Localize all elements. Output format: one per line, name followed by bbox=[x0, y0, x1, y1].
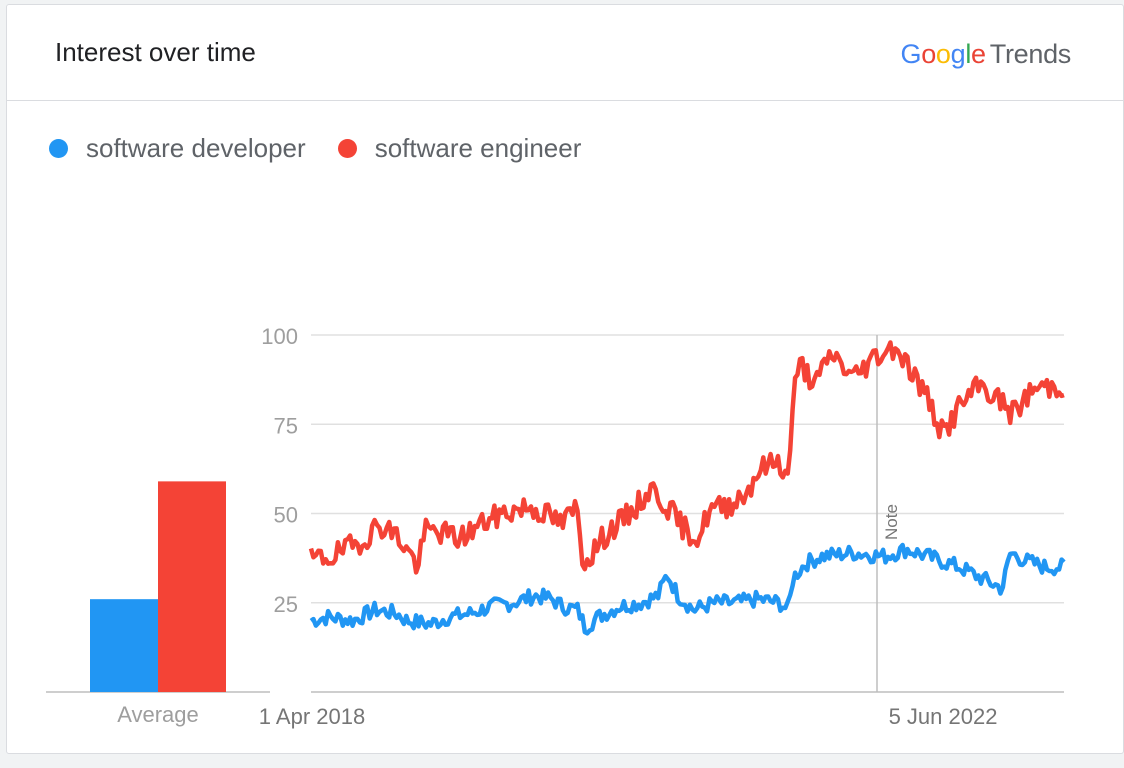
average-bar-software-developer bbox=[90, 599, 158, 692]
average-label: Average bbox=[117, 702, 199, 727]
legend-label: software engineer bbox=[374, 133, 582, 163]
y-tick-label-25: 25 bbox=[274, 592, 298, 617]
legend-item-software-developer[interactable]: software developer bbox=[49, 133, 306, 164]
y-tick-label-50: 50 bbox=[274, 503, 298, 528]
page-bottom-strip bbox=[0, 754, 1124, 768]
chart-legend: software developer software engineer bbox=[49, 133, 613, 164]
card-header: Interest over time Google Trends bbox=[7, 5, 1123, 101]
x-tick-label-start: 1 Apr 2018 bbox=[259, 704, 365, 729]
legend-label: software developer bbox=[86, 133, 306, 163]
y-tick-label-100: 100 bbox=[261, 324, 298, 349]
series-line-software-developer bbox=[309, 542, 1066, 636]
x-tick-label-second: 5 Jun 2022 bbox=[889, 704, 998, 729]
series-line-software-engineer bbox=[308, 340, 1065, 575]
average-bar-software-engineer bbox=[158, 481, 226, 692]
legend-dot-icon bbox=[337, 139, 357, 158]
y-tick-label-75: 75 bbox=[274, 413, 298, 438]
legend-item-software-engineer[interactable]: software engineer bbox=[337, 133, 582, 164]
note-label: Note bbox=[882, 504, 901, 540]
chart-title: Interest over time bbox=[55, 37, 256, 67]
legend-dot-icon bbox=[49, 139, 68, 158]
google-trends-logo: Google Trends bbox=[900, 39, 1071, 69]
